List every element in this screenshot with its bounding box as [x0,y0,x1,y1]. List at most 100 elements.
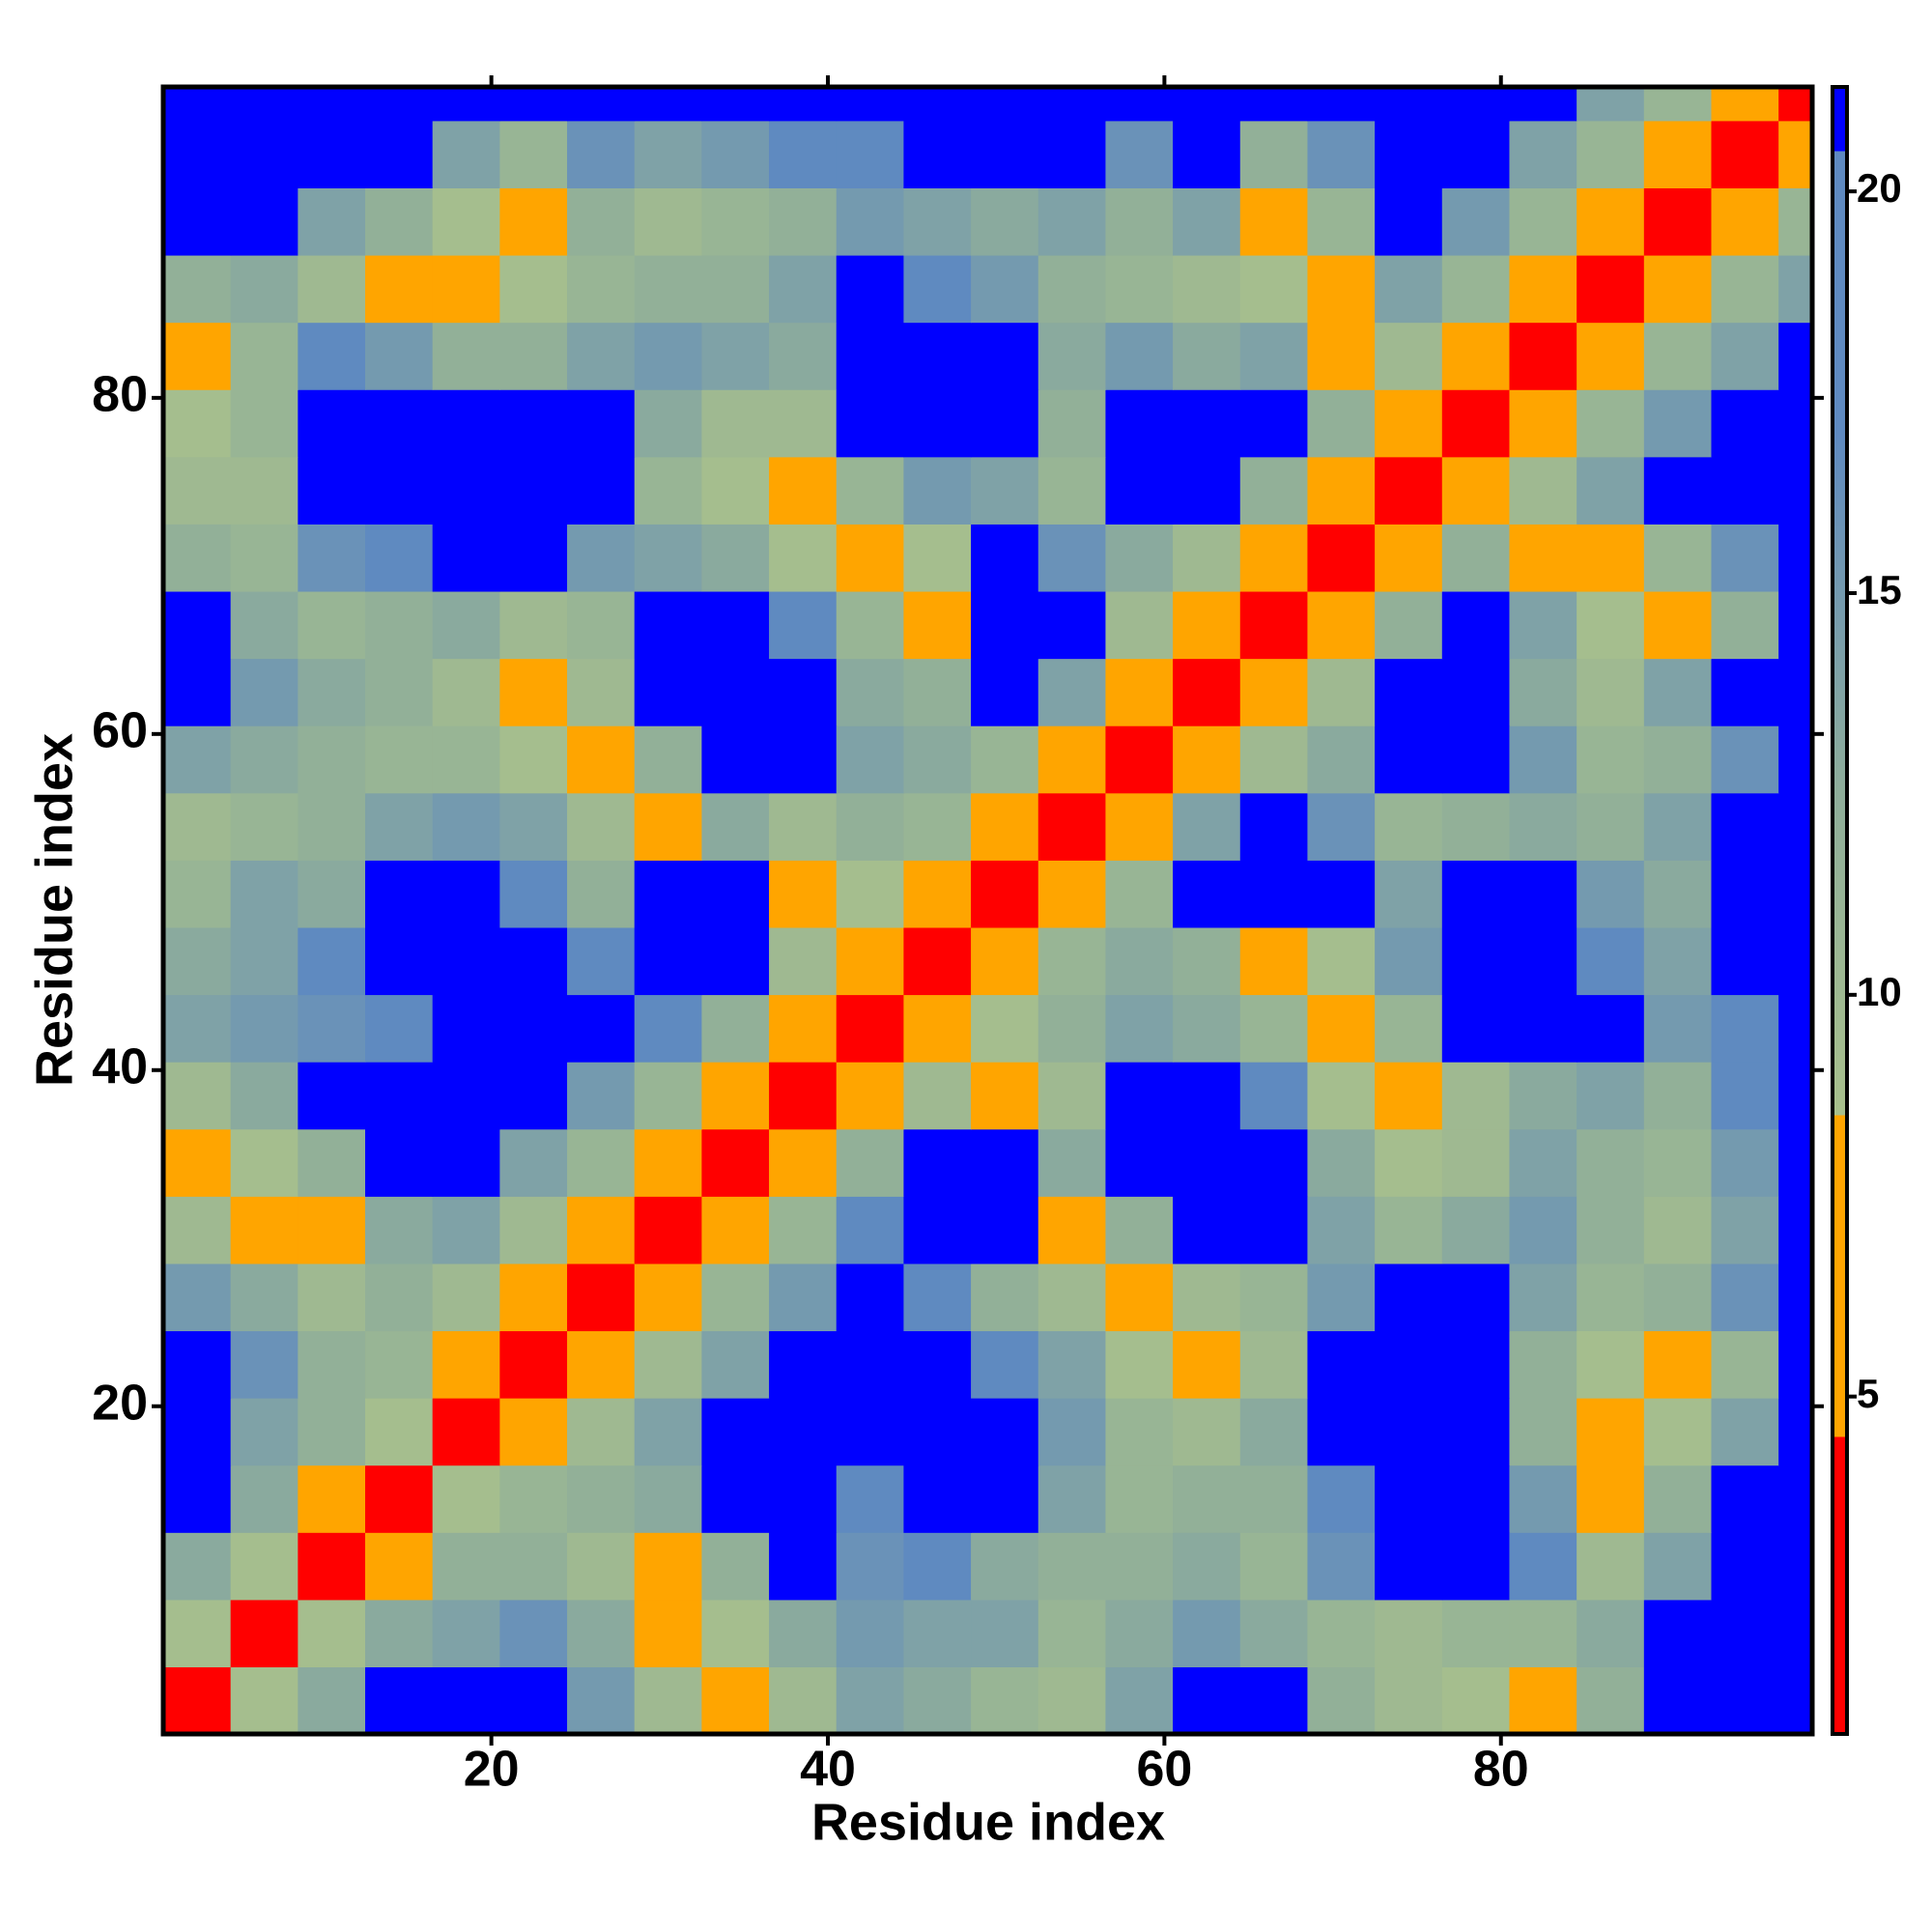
heatmap-cell [1441,792,1511,861]
heatmap-cell [1375,1062,1443,1130]
heatmap-cell [701,1062,770,1130]
heatmap-cell [1307,120,1376,188]
heatmap-cell [230,590,298,660]
heatmap-cell [499,322,568,390]
heatmap-cell [701,590,770,660]
heatmap-cell [1441,1398,1511,1466]
heatmap-cell [365,120,434,188]
heatmap-cell [1037,994,1107,1063]
heatmap-cell [298,658,366,726]
heatmap-cell [1239,1263,1309,1332]
heatmap-cell [1239,87,1309,122]
heatmap-cell [634,1464,702,1533]
heatmap-cell [1441,524,1511,592]
heatmap-cell [1778,1666,1812,1734]
heatmap-cell [1173,1196,1241,1264]
x-axis-title: Residue index [811,1793,1165,1851]
heatmap-cell [163,1128,232,1197]
heatmap-cell [836,1128,905,1197]
heatmap-cell [1239,1330,1309,1399]
heatmap-cell [1778,792,1812,861]
heatmap-cell [298,1128,366,1197]
heatmap-cell [769,524,838,592]
heatmap-cell [1037,254,1107,324]
heatmap-cell [634,860,702,928]
heatmap-cell [1307,1263,1376,1332]
heatmap-cell [701,254,770,324]
colorbar-tick-label: 15 [1857,567,1902,612]
heatmap-cell [1711,590,1779,660]
heatmap-cell [903,994,972,1063]
heatmap-cell [1173,1599,1241,1668]
heatmap-cell [298,187,366,256]
colorbar-tick-label: 10 [1857,969,1902,1014]
heatmap-cell [1441,926,1511,996]
heatmap-cell [769,1196,838,1264]
heatmap-cell [1577,994,1645,1063]
heatmap-cell [298,926,366,996]
heatmap-cell [163,926,232,996]
heatmap-cell [1037,322,1107,390]
heatmap-cell [1307,389,1376,458]
heatmap-cell [1509,725,1577,794]
heatmap-cell [1509,389,1577,458]
heatmap-cell [1643,792,1713,861]
heatmap-cell [971,860,1039,928]
heatmap-cell [163,1330,232,1399]
heatmap-cell [230,658,298,726]
heatmap-cell [365,658,434,726]
heatmap-cell [499,658,568,726]
heatmap-cell [903,926,972,996]
heatmap-cell [1375,187,1443,256]
heatmap-cell [971,658,1039,726]
heatmap-cell [567,254,636,324]
heatmap-cell [903,860,972,928]
heatmap-cell [163,725,232,794]
x-tick-label: 60 [1136,1742,1192,1798]
heatmap-cell [1173,120,1241,188]
heatmap-cell [567,1532,636,1601]
heatmap-cell [1173,1128,1241,1197]
heatmap-cell [1441,1263,1511,1332]
heatmap-cell [365,524,434,592]
heatmap-cell [1173,926,1241,996]
heatmap-cell [1307,590,1376,660]
heatmap-cell [769,994,838,1063]
heatmap-cell [1711,322,1779,390]
heatmap-cell [1509,524,1577,592]
heatmap-cell [1577,658,1645,726]
heatmap-cell [1577,120,1645,188]
heatmap-cell [1307,792,1376,861]
heatmap-cell [298,1398,366,1466]
heatmap-cell [1577,389,1645,458]
heatmap-cell [230,860,298,928]
heatmap-cell [1577,1062,1645,1130]
heatmap-cell [1509,1464,1577,1533]
heatmap-cell [499,1128,568,1197]
heatmap-cell [903,792,972,861]
heatmap-cell [1643,1599,1713,1668]
heatmap-cell [701,524,770,592]
heatmap-cell [1778,1062,1812,1130]
heatmap-cell [1711,1128,1779,1197]
heatmap-cell [1643,120,1713,188]
heatmap-cell [567,1128,636,1197]
heatmap-cell [903,1666,972,1734]
heatmap-cell [365,1666,434,1734]
heatmap-cell [1778,860,1812,928]
heatmap-cell [1375,1330,1443,1399]
heatmap-cell [836,1666,905,1734]
heatmap-cell [432,590,500,660]
heatmap-cell [1778,322,1812,390]
heatmap-cell [1307,456,1376,525]
heatmap-cell [1441,658,1511,726]
heatmap-cell [1307,994,1376,1063]
heatmap-cell [432,120,500,188]
plot-frame [160,84,1815,1737]
heatmap-cell [1307,1599,1376,1668]
heatmap-cell [836,1330,905,1399]
heatmap-cell [1509,1263,1577,1332]
heatmap-cell [365,1263,434,1332]
heatmap-cell [634,725,702,794]
heatmap-cell [769,389,838,458]
